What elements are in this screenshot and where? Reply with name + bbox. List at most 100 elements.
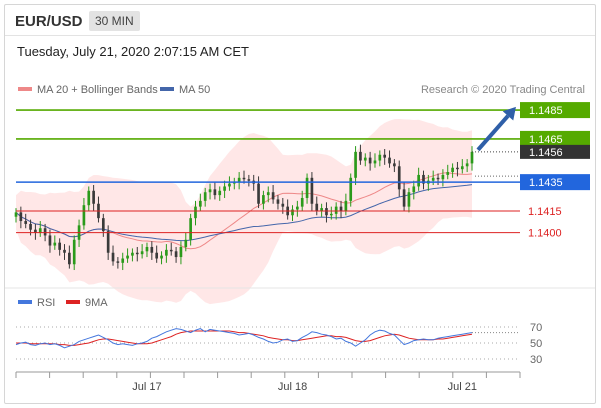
candle [296,200,299,217]
candle-body [29,223,32,230]
rsi-level-label: 50 [530,338,542,350]
candle-body [199,200,202,207]
chart-panel: EUR/USD 30 MIN Tuesday, July 21, 2020 2:… [4,4,596,404]
candle-body [349,177,353,201]
candle-body [213,189,217,196]
ma9-legend-swatch [66,300,80,304]
credit-label: Research © 2020 Trading Central [421,84,585,96]
candle [179,241,183,265]
candle-body [145,246,149,252]
candle [339,200,343,219]
candle-body [441,174,445,180]
candle-body [126,255,129,259]
candle [150,241,154,260]
candle-body [257,183,260,204]
candle-body [43,228,47,236]
candle-body [237,177,241,183]
candle-body [378,154,382,161]
candle-body [121,258,125,263]
candle-body [310,177,314,204]
candle-body [334,206,338,214]
candle [199,193,202,211]
candle-body [19,212,23,222]
level-1.1465: 1.1465 [16,130,590,147]
candle-body [218,190,222,196]
candle [213,182,217,200]
candle-body [160,255,163,259]
candle-body [140,251,144,255]
rsi-ma-line [16,330,473,346]
candle [189,213,192,246]
candle [247,174,251,187]
candle-body [14,212,18,217]
candle-body [431,177,435,181]
last-price-label: 1.1456 [529,147,563,159]
candle [58,238,61,256]
candle [155,245,159,263]
pivot-label: 1.1435 [529,177,563,189]
candle-body [276,199,280,204]
candle [218,186,222,201]
candle [446,164,450,180]
rsi-line [15,328,473,349]
candle [228,176,231,191]
candle-body [300,197,304,207]
candle-body [266,192,270,196]
last-price-tag [520,144,590,159]
x-tick-label: Jul 17 [132,381,161,393]
candle-body [242,177,246,180]
candle [436,173,440,186]
x-tick-label: Jul 18 [278,381,307,393]
timeframe-badge[interactable]: 30 MIN [89,11,140,31]
price-chart: MA 20 + Bollinger Bands MA 50 Research ©… [5,84,595,393]
candle [262,190,265,210]
candle [397,160,401,197]
candle [291,205,294,222]
ma50-legend-swatch [160,87,174,91]
candle-body [48,235,52,246]
candle [460,159,464,174]
candle-body [106,231,110,253]
forecast-arrow-head [502,106,516,121]
candle-body [412,186,416,193]
candle-body [422,174,425,184]
candle-body [315,203,319,211]
candle [359,144,362,165]
candle [63,244,66,260]
candle [174,246,178,263]
pivot-tag [520,174,590,191]
candle [203,187,207,207]
candle-body [305,177,309,198]
candle-body [131,252,134,256]
candle [393,159,396,173]
bollinger-band [16,119,472,305]
candle-body [116,261,120,263]
candle [106,225,110,260]
candle [140,244,144,259]
candle [383,148,387,165]
candle-body [150,246,154,253]
candle [470,146,474,171]
candle-body [373,160,377,164]
support-label: 1.1400 [528,228,562,240]
candle [48,229,52,253]
candle [271,185,275,204]
candle-body [184,239,188,247]
candle [456,161,459,177]
rsi-level-30: 30 [16,354,542,366]
candle-body [82,205,86,226]
datetime-label: Tuesday, July 21, 2020 2:07:15 AM CET [17,44,249,59]
candle-body [155,252,159,259]
rsi-level-50: 50 [16,338,542,350]
candle [87,186,91,211]
candle [68,245,71,269]
candle [266,186,270,203]
level-1.1435: 1.1435 [16,174,590,191]
support-label: 1.1415 [528,206,562,218]
candle [354,146,357,186]
level-1.1415: 1.1415 [16,206,562,218]
candle [310,172,314,211]
candle [131,248,134,262]
x-tick-label: Jul 21 [448,381,477,393]
resistance-tag [520,102,590,119]
